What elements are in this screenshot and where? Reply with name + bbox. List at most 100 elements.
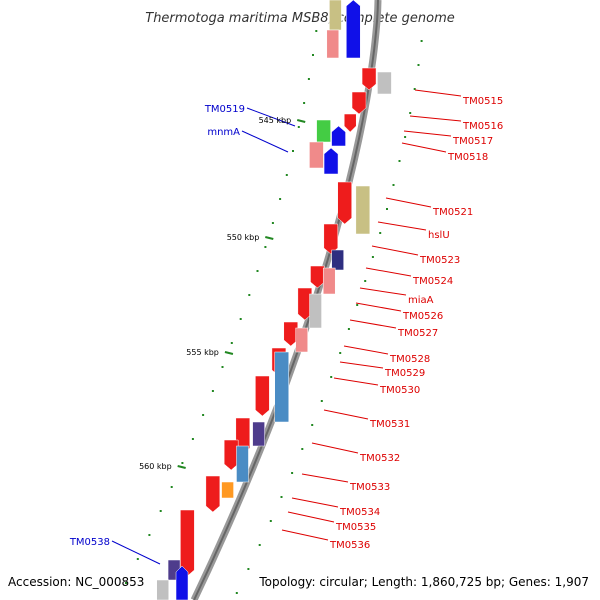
- gene-labels: TM0515 TM0516 TM0517 TM0518 TM0521 hslU TM0523…: [69, 96, 503, 551]
- tick-dot-outer: [371, 256, 374, 258]
- tick-dot-outer: [258, 544, 261, 546]
- gene-arrow-red: [255, 375, 270, 417]
- tick-label: 560 kbp: [139, 462, 172, 471]
- gene-arrow-blue: [331, 125, 346, 147]
- gene-arrow-blue: [346, 0, 361, 59]
- tick-dot-outer: [320, 400, 323, 402]
- tick-dot-inner: [230, 342, 233, 344]
- accession-text: Accession: NC_000853: [8, 575, 144, 589]
- gene-label: TM0530: [379, 385, 420, 396]
- gene-arrow-red: [361, 67, 377, 91]
- gene-arrow-blue: [323, 147, 339, 175]
- gene-label: TM0523: [419, 255, 460, 266]
- tick-dot-outer: [291, 472, 294, 474]
- gene-label: TM0533: [349, 482, 390, 493]
- major-tick: [265, 236, 274, 240]
- tick-dot-inner: [159, 510, 162, 512]
- tick-dot-inner: [191, 438, 194, 440]
- tick-dot-inner: [125, 582, 127, 584]
- tick-dot-outer: [404, 136, 407, 138]
- tick-dot-inner: [211, 390, 214, 392]
- leader-line: [291, 497, 339, 508]
- tick-dot-inner: [285, 174, 288, 176]
- gene-label: TM0538: [69, 537, 110, 548]
- gene-label: TM0528: [389, 354, 430, 365]
- gene-features: [156, 0, 392, 600]
- label-leaders: [111, 89, 462, 565]
- tick-dot-outer: [364, 280, 367, 282]
- leader-line: [409, 115, 462, 122]
- leader-line: [333, 377, 379, 386]
- leader-line: [385, 197, 432, 208]
- gene-block-olive: [355, 185, 371, 235]
- gene-block-pink: [326, 29, 340, 59]
- tick-dot-inner: [264, 246, 267, 248]
- tick-dot-outer: [386, 208, 388, 210]
- tick-dot-outer: [235, 592, 238, 594]
- gene-arrow-blue: [175, 565, 189, 600]
- tick-label: 545 kbp: [259, 116, 292, 125]
- gene-label: TM0516: [462, 121, 503, 132]
- tick-dot-outer: [339, 352, 342, 354]
- leader-line: [414, 89, 462, 97]
- leader-line: [377, 221, 427, 231]
- gene-block-steel: [236, 445, 249, 483]
- gene-block-navy: [331, 249, 344, 271]
- leader-line: [339, 361, 384, 369]
- gene-arrow-red: [310, 265, 325, 289]
- tick-dot-inner: [292, 150, 294, 152]
- gene-label: TM0532: [359, 453, 400, 464]
- gene-block-purple: [252, 421, 265, 447]
- tick-dot-outer: [420, 40, 423, 42]
- tick-dot-inner: [297, 126, 300, 128]
- tick-dot-inner: [279, 198, 282, 200]
- tick-dot-inner: [202, 414, 205, 416]
- gene-label: TM0524: [412, 276, 453, 287]
- topology-text: Topology: circular; Length: 1,860,725 bp…: [258, 575, 589, 589]
- tick-dot-outer: [330, 376, 333, 378]
- gene-arrow-red: [283, 321, 299, 347]
- gene-label: TM0529: [384, 368, 425, 379]
- tick-label: 550 kbp: [227, 233, 260, 242]
- tick-dot-outer: [280, 496, 283, 498]
- gene-label: TM0519: [204, 104, 245, 115]
- gene-label: TM0534: [339, 507, 380, 518]
- leader-line: [371, 245, 419, 256]
- tick-dot-outer: [398, 160, 401, 162]
- leader-line: [323, 409, 369, 420]
- gene-block-grey: [309, 293, 322, 329]
- gene-block-orange: [221, 481, 234, 499]
- tick-dot-inner: [239, 318, 242, 320]
- tick-dot-outer: [356, 304, 359, 306]
- gene-label: miaA: [408, 295, 434, 306]
- gene-block-grey: [156, 579, 169, 600]
- gene-label: TM0515: [462, 96, 503, 107]
- tick-dot-inner: [148, 534, 151, 536]
- tick-dot-inner: [248, 294, 251, 296]
- leader-line: [349, 319, 397, 329]
- gene-arrow-red: [223, 439, 239, 471]
- leader-line: [365, 267, 412, 277]
- tick-dot-outer: [311, 424, 314, 426]
- tick-dot-inner: [136, 558, 139, 560]
- leader-line: [111, 540, 161, 565]
- tick-dot-outer: [409, 112, 412, 114]
- gene-label: TM0526: [402, 311, 443, 322]
- gene-arrow-red: [351, 91, 367, 115]
- leader-line: [301, 473, 349, 483]
- tick-dot-outer: [413, 88, 416, 90]
- major-tick: [224, 351, 234, 355]
- tick-label: 555 kbp: [186, 348, 219, 357]
- gene-label: TM0517: [452, 136, 493, 147]
- gene-block-green: [316, 119, 331, 143]
- tick-dot-inner: [256, 270, 259, 272]
- leader-line: [359, 287, 407, 296]
- gene-label: TM0536: [329, 540, 370, 551]
- gene-label: TM0531: [369, 419, 410, 430]
- tick-dot-inner: [170, 486, 173, 488]
- tick-dot-outer: [247, 568, 250, 570]
- tick-dot-inner: [181, 462, 184, 464]
- gene-arrow-red: [343, 113, 357, 133]
- gene-label: TM0535: [335, 522, 376, 533]
- gene-label: TM0527: [397, 328, 438, 339]
